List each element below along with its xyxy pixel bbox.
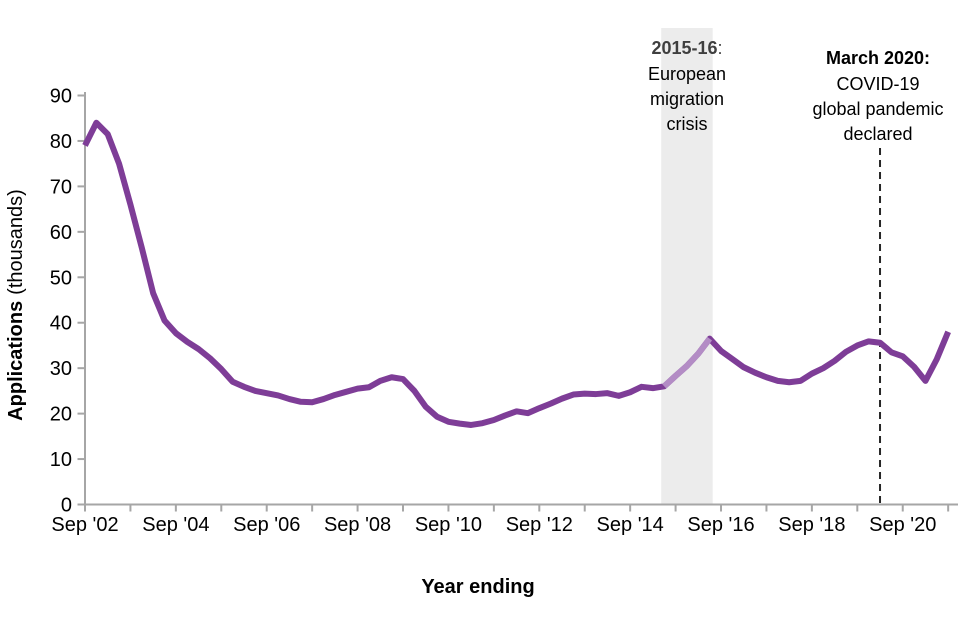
annotation-migration-crisis-line2: migration: [650, 89, 724, 109]
annotation-migration-crisis-line1: European: [648, 64, 726, 84]
annotation-covid-pandemic-line3: declared: [843, 124, 912, 144]
annotation-covid-pandemic-title: March 2020:: [826, 48, 930, 68]
annotation-migration-crisis-colon: :: [718, 38, 723, 58]
annotation-covid-pandemic-line1: COVID-19: [836, 74, 919, 94]
y-axis-tick-label: 10: [50, 449, 72, 471]
chart-generated-layer: 0 10 20 30 40 50 60 70 80 90 Sep '02 Sep '04 Sep '06…: [50, 28, 958, 536]
y-axis-tick-label: 80: [50, 131, 72, 153]
x-axis-tick-label: Sep '04: [142, 514, 209, 536]
annotation-migration-crisis-title-bold: 2015-16: [651, 38, 717, 58]
y-axis-tick-label: 60: [50, 222, 72, 244]
y-axis-tick-label: 70: [50, 176, 72, 198]
annotation-migration-crisis: 2015-16: European migration crisis: [648, 38, 726, 134]
annotation-migration-crisis-title: 2015-16:: [651, 38, 722, 58]
x-axis-tick-label: Sep '14: [597, 514, 664, 536]
x-axis-tick-label: Sep '12: [506, 514, 573, 536]
x-axis-tick-label: Sep '18: [778, 514, 845, 536]
y-axis-tick-label: 0: [61, 495, 72, 517]
y-axis-tick-label: 30: [50, 358, 72, 380]
y-axis-tick-label: 50: [50, 267, 72, 289]
y-axis-tick-label: 40: [50, 313, 72, 335]
y-axis-title-unit: (thousands): [5, 189, 27, 295]
x-axis-tick-label: Sep '16: [687, 514, 754, 536]
x-axis-title: Year ending: [421, 576, 534, 598]
y-axis-title-bold: Applications: [5, 301, 27, 421]
annotation-covid-pandemic: March 2020: COVID-19 global pandemic dec…: [812, 48, 943, 144]
applications-series-line: [82, 119, 951, 428]
y-axis-tick-label: 20: [50, 404, 72, 426]
x-axis-tick-label: Sep '08: [324, 514, 391, 536]
applications-series-highlight-segment: [662, 336, 713, 389]
y-axis-title: Applications (thousands): [5, 189, 27, 421]
x-axis-tick-label: Sep '10: [415, 514, 482, 536]
highlight-band: [661, 28, 713, 504]
x-axis-tick-label: Sep '02: [51, 514, 118, 536]
y-axis-tick-label: 90: [50, 86, 72, 108]
x-axis-tick-label: Sep '06: [233, 514, 300, 536]
annotation-migration-crisis-line3: crisis: [667, 114, 708, 134]
x-axis-tick-label: Sep '20: [869, 514, 936, 536]
annotation-covid-pandemic-line2: global pandemic: [812, 99, 943, 119]
